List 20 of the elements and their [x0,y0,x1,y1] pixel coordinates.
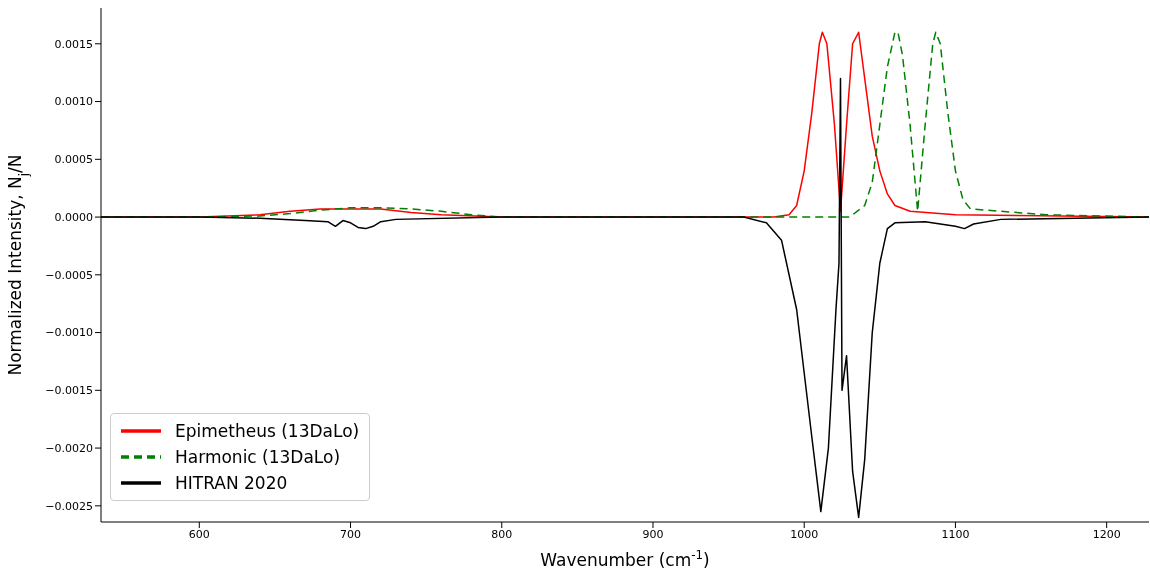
y-tick-label: −0.0025 [45,499,93,513]
y-tick-label: 0.0000 [54,210,93,224]
x-tick-label: 800 [491,527,513,541]
x-axis-title: Wavenumber (cm$^{-1}$) [540,548,710,569]
legend-label: Epimetheus (13DaLo) [175,420,360,443]
y-tick-label: 0.0010 [54,95,93,109]
y-tick-label: −0.0005 [45,268,93,282]
legend-label: HITRAN 2020 [175,472,288,495]
y-tick-label: 0.0005 [54,153,93,167]
x-tick-label: 1100 [941,527,970,541]
y-tick-label: −0.0015 [45,384,93,398]
x-tick-label: 900 [642,527,664,541]
y-tick-label: −0.0020 [45,441,93,455]
x-tick-label: 1200 [1092,527,1121,541]
x-tick-label: 700 [340,527,362,541]
x-tick-label: 1000 [790,527,819,541]
y-tick-label: 0.0015 [54,37,93,51]
y-tick-label: −0.0010 [45,326,93,340]
x-tick-label: 600 [188,527,210,541]
legend-label: Harmonic (13DaLo) [175,446,341,469]
